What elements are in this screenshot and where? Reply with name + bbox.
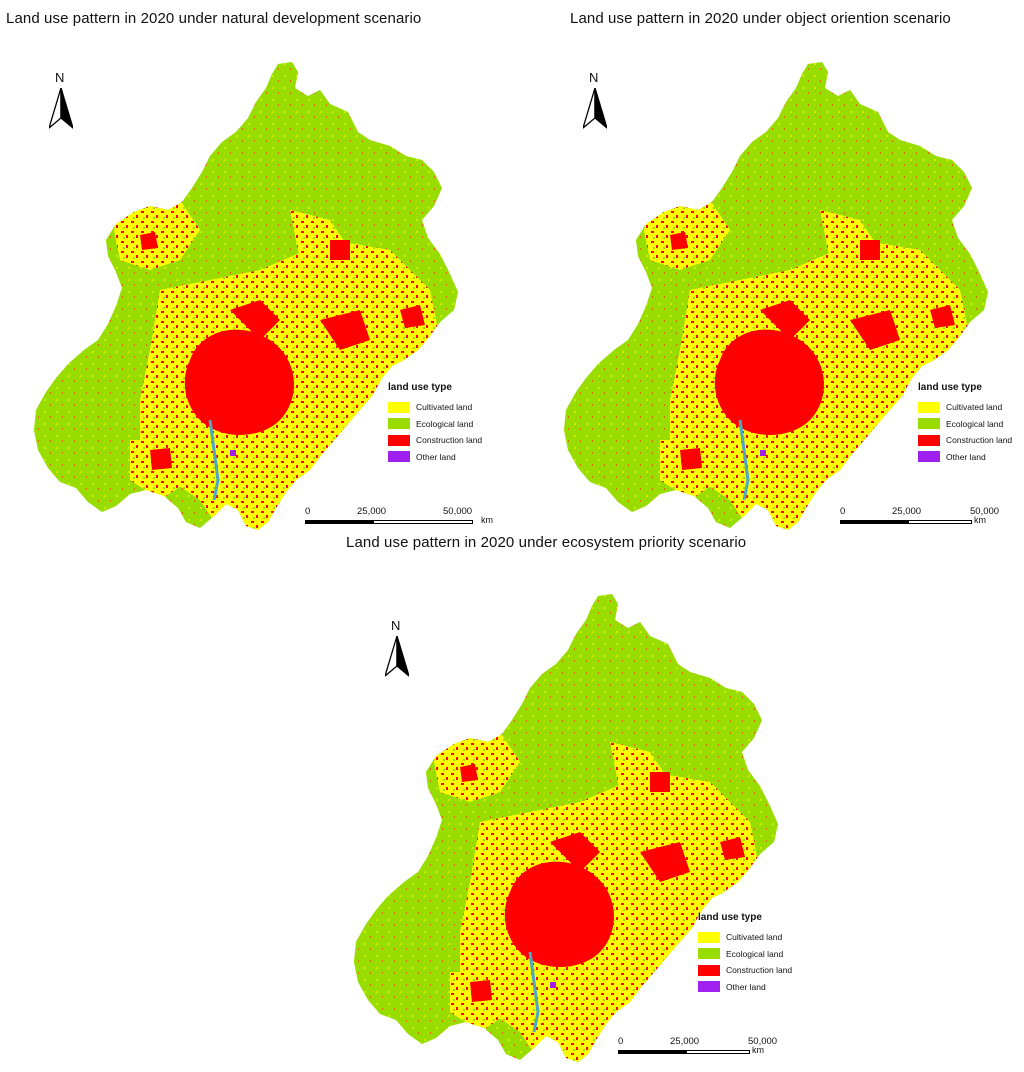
- scale-tick-0: 0: [840, 506, 846, 517]
- legend: land use type Cultivated land Ecological…: [388, 382, 528, 465]
- legend-item-ecological: Ecological land: [388, 416, 528, 433]
- legend-item-construction: Construction land: [698, 962, 838, 979]
- scale-tick-25000: 25,000: [357, 506, 387, 517]
- legend-swatch: [388, 451, 410, 463]
- scale-tick-50000: 50,000: [443, 506, 473, 517]
- map-title: Land use pattern in 2020 under object or…: [570, 10, 951, 27]
- north-arrow-icon: N: [46, 70, 76, 130]
- legend-item-other: Other land: [388, 449, 528, 466]
- legend: land use type Cultivated land Ecological…: [918, 382, 1024, 465]
- map-panel-natural-development: Land use pattern in 2020 under natural d…: [0, 0, 512, 540]
- legend-label: Other land: [946, 451, 986, 462]
- scale-bar-white-segment: [686, 1050, 750, 1054]
- scale-tick-25000: 25,000: [670, 1036, 700, 1047]
- legend-label: Construction land: [416, 435, 483, 446]
- legend-item-cultivated: Cultivated land: [698, 929, 838, 946]
- legend-swatch: [698, 981, 720, 993]
- scale-tick-50000: 50,000: [748, 1036, 778, 1047]
- legend-swatch: [918, 401, 940, 413]
- legend-label: Construction land: [946, 435, 1013, 446]
- legend-label: Cultivated land: [946, 402, 1003, 413]
- legend-item-ecological: Ecological land: [918, 416, 1024, 433]
- legend-item-cultivated: Cultivated land: [388, 399, 528, 416]
- legend-swatch: [388, 434, 410, 446]
- legend-item-construction: Construction land: [388, 432, 528, 449]
- legend-label: Ecological land: [946, 418, 1004, 429]
- legend-title: land use type: [918, 382, 982, 393]
- legend-swatch: [698, 964, 720, 976]
- legend-label: Cultivated land: [726, 932, 783, 943]
- north-arrow-icon: N: [382, 618, 412, 678]
- legend-title: land use type: [698, 912, 762, 923]
- scale-bar-white-segment: [908, 520, 972, 524]
- north-label: N: [55, 70, 65, 85]
- legend-swatch: [698, 931, 720, 943]
- legend-swatch: [388, 418, 410, 430]
- map-panel-object-oriention: Land use pattern in 2020 under object or…: [520, 0, 1024, 540]
- scale-tick-0: 0: [305, 506, 311, 517]
- scale-bar-black-segment: [305, 520, 373, 524]
- scale-unit: km: [752, 1045, 764, 1055]
- map-panel-ecosystem-priority: Land use pattern in 2020 under ecosystem…: [300, 530, 800, 1072]
- legend-item-cultivated: Cultivated land: [918, 399, 1024, 416]
- legend-swatch: [698, 948, 720, 960]
- scale-bar-white-segment: [373, 520, 473, 524]
- legend-label: Cultivated land: [416, 402, 473, 413]
- legend-swatch: [918, 434, 940, 446]
- legend-item-ecological: Ecological land: [698, 946, 838, 963]
- scale-tick-0: 0: [618, 1036, 624, 1047]
- legend-label: Other land: [416, 451, 456, 462]
- legend: land use type Cultivated land Ecological…: [698, 912, 838, 995]
- legend-swatch: [918, 451, 940, 463]
- scale-tick-25000: 25,000: [892, 506, 922, 517]
- legend-label: Ecological land: [416, 418, 474, 429]
- scale-bar: 0 25,000 50,000 km: [840, 506, 1020, 530]
- scale-bar-black-segment: [618, 1050, 686, 1054]
- legend-swatch: [388, 401, 410, 413]
- map-title: Land use pattern in 2020 under natural d…: [6, 10, 422, 27]
- legend-title: land use type: [388, 382, 452, 393]
- scale-tick-50000: 50,000: [970, 506, 1000, 517]
- legend-label: Other land: [726, 981, 766, 992]
- scale-bar: 0 25,000 50,000 km: [618, 1036, 798, 1060]
- legend-item-other: Other land: [698, 979, 838, 996]
- legend-swatch: [918, 418, 940, 430]
- scale-unit: km: [481, 515, 493, 525]
- north-label: N: [589, 70, 599, 85]
- legend-label: Construction land: [726, 965, 793, 976]
- legend-item-other: Other land: [918, 449, 1024, 466]
- scale-unit: km: [974, 515, 986, 525]
- north-arrow-icon: N: [580, 70, 610, 130]
- scale-bar: 0 25,000 50,000 km: [305, 506, 493, 530]
- legend-item-construction: Construction land: [918, 432, 1024, 449]
- scale-bar-black-segment: [840, 520, 908, 524]
- legend-label: Ecological land: [726, 948, 784, 959]
- north-label: N: [391, 618, 401, 633]
- map-title: Land use pattern in 2020 under ecosystem…: [346, 534, 747, 551]
